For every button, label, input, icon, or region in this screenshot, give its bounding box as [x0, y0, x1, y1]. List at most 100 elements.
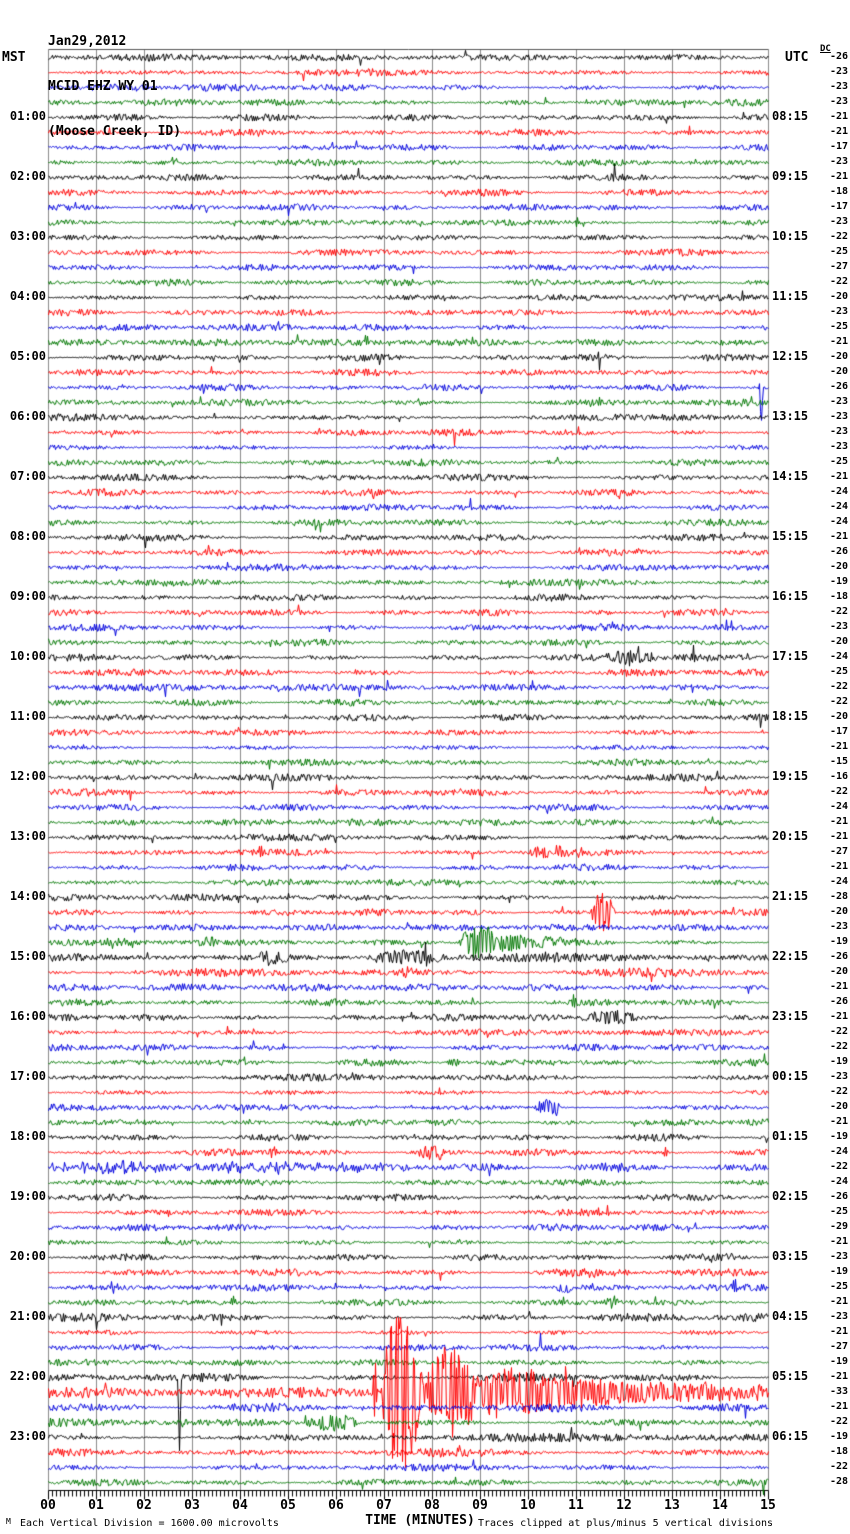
dc-offset-value: -21 — [829, 816, 848, 827]
right-time-label: 20:15 — [772, 829, 809, 843]
dc-offset-value: -26 — [829, 996, 848, 1007]
left-time-label: 13:00 — [9, 829, 46, 843]
dc-offset-value: -21 — [829, 981, 848, 992]
left-time-label: 19:00 — [9, 1189, 46, 1203]
x-tick-label: 11 — [568, 1498, 584, 1513]
x-tick-label: 10 — [520, 1498, 536, 1513]
left-time-label: 18:00 — [9, 1129, 46, 1143]
dc-offset-value: -24 — [829, 1176, 848, 1187]
dc-offset-value: -24 — [829, 1146, 848, 1157]
x-tick-label: 12 — [616, 1498, 632, 1513]
dc-offset-value: -21 — [829, 1371, 848, 1382]
x-tick-label: 05 — [280, 1498, 296, 1513]
left-time-label: 04:00 — [9, 289, 46, 303]
title-date: Jan29,2012 — [48, 34, 127, 49]
left-time-label: 08:00 — [9, 529, 46, 543]
right-time-label: 09:15 — [772, 169, 809, 183]
dc-offset-value: -23 — [829, 306, 848, 317]
dc-offset-value: -20 — [829, 1101, 848, 1112]
x-axis-title: TIME (MINUTES) — [365, 1513, 475, 1528]
dc-offset-value: -21 — [829, 471, 848, 482]
dc-offset-value: -27 — [829, 846, 848, 857]
dc-offset-value: -15 — [829, 756, 848, 767]
left-time-label: 21:00 — [9, 1309, 46, 1323]
dc-offset-value: -23 — [829, 81, 848, 92]
dc-offset-value: -20 — [829, 366, 848, 377]
dc-offset-value: -25 — [829, 1206, 848, 1217]
dc-offset-value: -22 — [829, 681, 848, 692]
dc-offset-value: -23 — [829, 441, 848, 452]
dc-offset-value: -28 — [829, 891, 848, 902]
dc-offset-value: -19 — [829, 1056, 848, 1067]
right-time-label: 15:15 — [772, 529, 809, 543]
title-block: Jan29,2012 MCID EHZ WY 01 (Moose Creek, … — [48, 4, 181, 169]
dc-offset-value: -33 — [829, 1386, 848, 1397]
dc-offset-value: -26 — [829, 381, 848, 392]
footer-scale-note: Each Vertical Division = 1600.00 microvo… — [20, 1518, 279, 1529]
dc-offset-value: -21 — [829, 1236, 848, 1247]
dc-offset-value: -23 — [829, 921, 848, 932]
left-time-label: 03:00 — [9, 229, 46, 243]
dc-offset-value: -21 — [829, 1011, 848, 1022]
dc-offset-value: -18 — [829, 591, 848, 602]
dc-offset-value: -22 — [829, 1161, 848, 1172]
dc-offset-value: -23 — [829, 1311, 848, 1322]
right-time-label: 04:15 — [772, 1309, 809, 1323]
right-time-label: 23:15 — [772, 1009, 809, 1023]
right-time-label: 10:15 — [772, 229, 809, 243]
dc-offset-value: -16 — [829, 771, 848, 782]
x-tick-label: 13 — [664, 1498, 680, 1513]
dc-offset-value: -20 — [829, 351, 848, 362]
dc-offset-value: -23 — [829, 96, 848, 107]
right-time-label: 02:15 — [772, 1189, 809, 1203]
right-time-label: 14:15 — [772, 469, 809, 483]
left-time-label: 01:00 — [9, 109, 46, 123]
dc-offset-value: -24 — [829, 801, 848, 812]
dc-offset-value: -25 — [829, 246, 848, 257]
corner-mark: M — [6, 1517, 11, 1526]
left-time-label: 11:00 — [9, 709, 46, 723]
right-time-label: 16:15 — [772, 589, 809, 603]
dc-offset-value: -21 — [829, 126, 848, 137]
dc-offset-value: -19 — [829, 576, 848, 587]
left-time-label: 09:00 — [9, 589, 46, 603]
title-station: MCID EHZ WY 01 — [48, 79, 158, 94]
dc-offset-value: -21 — [829, 1326, 848, 1337]
dc-offset-value: -20 — [829, 561, 848, 572]
dc-offset-value: -20 — [829, 906, 848, 917]
dc-offset-value: -22 — [829, 696, 848, 707]
x-tick-label: 15 — [760, 1498, 776, 1513]
dc-offset-value: -26 — [829, 1191, 848, 1202]
left-time-label: 20:00 — [9, 1249, 46, 1263]
right-time-label: 03:15 — [772, 1249, 809, 1263]
dc-offset-value: -22 — [829, 1026, 848, 1037]
dc-offset-value: -22 — [829, 1086, 848, 1097]
dc-offset-value: -26 — [829, 951, 848, 962]
dc-offset-value: -23 — [829, 1251, 848, 1262]
dc-offset-value: -22 — [829, 1416, 848, 1427]
dc-offset-value: -23 — [829, 66, 848, 77]
left-time-label: 14:00 — [9, 889, 46, 903]
dc-offset-value: -21 — [829, 336, 848, 347]
dc-offset-value: -22 — [829, 1461, 848, 1472]
dc-offset-value: -21 — [829, 741, 848, 752]
dc-offset-value: -27 — [829, 261, 848, 272]
dc-offset-value: -27 — [829, 1341, 848, 1352]
dc-offset-value: -22 — [829, 786, 848, 797]
dc-offset-value: -21 — [829, 1401, 848, 1412]
right-time-label: 06:15 — [772, 1429, 809, 1443]
dc-offset-value: -22 — [829, 276, 848, 287]
dc-offset-value: -21 — [829, 171, 848, 182]
left-time-label: 12:00 — [9, 769, 46, 783]
dc-offset-value: -23 — [829, 1071, 848, 1082]
left-time-label: 06:00 — [9, 409, 46, 423]
dc-offset-value: -20 — [829, 966, 848, 977]
right-axis-header: UTC — [785, 50, 809, 65]
x-tick-label: 08 — [424, 1498, 440, 1513]
dc-offset-value: -23 — [829, 426, 848, 437]
left-time-label: 15:00 — [9, 949, 46, 963]
dc-offset-value: -21 — [829, 1116, 848, 1127]
dc-offset-value: -19 — [829, 936, 848, 947]
left-time-label: 22:00 — [9, 1369, 46, 1383]
